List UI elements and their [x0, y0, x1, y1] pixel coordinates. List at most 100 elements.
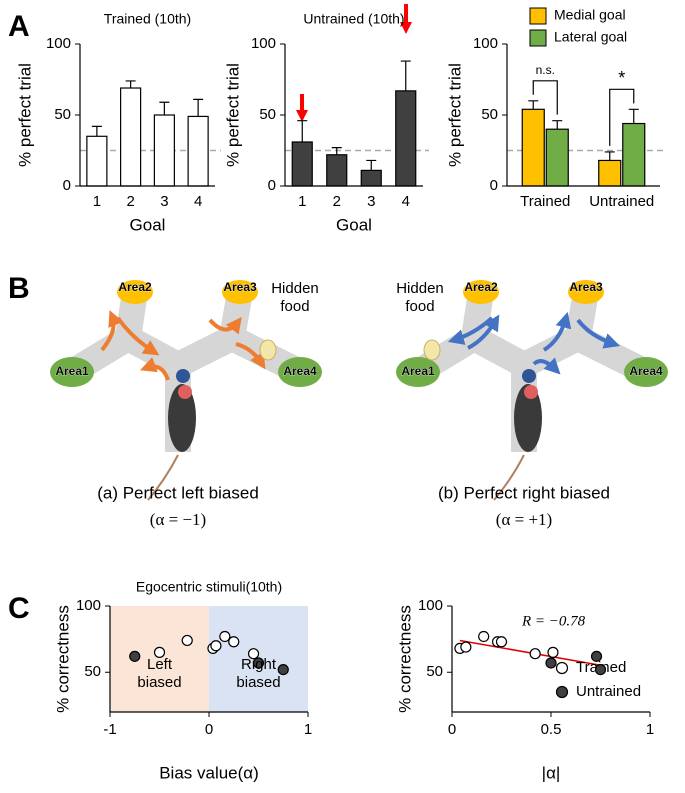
x-tick-label: 0 — [448, 721, 456, 738]
direction-arrow — [467, 314, 500, 350]
significance-label: * — [618, 68, 625, 88]
x-tick-label: 3 — [367, 193, 375, 210]
point — [460, 641, 472, 653]
bar — [153, 114, 175, 187]
bar — [622, 122, 646, 187]
goal-area — [117, 280, 153, 304]
mouse-body — [514, 384, 542, 452]
x-tick-label: 2 — [333, 193, 341, 210]
map-caption: (b) Perfect right biased — [438, 483, 610, 502]
direction-arrow — [100, 310, 124, 352]
direction-arrow — [542, 311, 572, 352]
direction-arrow — [532, 357, 561, 375]
map-alpha: (α = −1) — [150, 510, 206, 529]
significance-bracket — [609, 88, 635, 146]
y-tick-label: 50 — [54, 106, 71, 123]
error-bar — [552, 120, 563, 130]
error-bar — [366, 159, 377, 171]
y-tick-label: 100 — [251, 35, 276, 52]
hidden-food — [423, 339, 441, 361]
goal-area — [50, 357, 94, 387]
area-label: Area1 — [401, 364, 435, 378]
y-tick-label: 50 — [259, 106, 276, 123]
point — [277, 663, 289, 676]
y-tick-label: 0 — [268, 177, 276, 194]
goal-area — [463, 280, 499, 304]
x-axis-label: Goal — [130, 215, 166, 234]
legend-marker — [555, 685, 569, 699]
y-tick-label: 50 — [481, 106, 498, 123]
panel-label: B — [8, 272, 30, 305]
goal-area — [624, 357, 668, 387]
goal-area — [396, 357, 440, 387]
bar — [598, 159, 622, 187]
x-tick-label: Untrained — [589, 193, 654, 210]
y-tick-label: 100 — [76, 597, 101, 614]
y-tick-label: 0 — [63, 177, 71, 194]
bar — [291, 141, 313, 187]
hidden-food — [259, 339, 277, 361]
legend-label: Lateral goal — [554, 29, 627, 45]
error-bar — [331, 147, 342, 155]
area-label: Area3 — [569, 280, 603, 294]
legend-swatch — [529, 7, 547, 25]
food-label: Hidden food — [271, 280, 319, 315]
significance-label: n.s. — [536, 63, 555, 77]
point — [181, 634, 193, 647]
map-caption: (a) Perfect left biased — [97, 483, 259, 502]
legend-swatch — [529, 29, 547, 47]
x-tick-label: 0 — [205, 721, 213, 738]
bar — [120, 87, 142, 187]
y-axis-label: % correctness — [53, 605, 72, 713]
error-bar — [159, 101, 170, 115]
x-axis-label: |α| — [542, 763, 561, 782]
point — [219, 630, 231, 643]
direction-arrow — [140, 357, 170, 381]
bar — [360, 169, 382, 187]
error-bar — [91, 125, 102, 137]
y-axis-label: % correctness — [395, 605, 414, 713]
x-tick-label: 4 — [402, 193, 410, 210]
mouse-tail — [493, 454, 525, 501]
x-tick-label: Trained — [520, 193, 570, 210]
x-tick-label: 0.5 — [541, 721, 562, 738]
direction-arrow — [576, 318, 621, 349]
chart-title: Untrained (10th) — [303, 11, 404, 27]
mouse-led-blue — [522, 369, 536, 383]
significance-bracket — [532, 80, 558, 115]
error-bar — [125, 80, 136, 89]
error-bar — [604, 151, 615, 161]
area-label: Area2 — [118, 280, 152, 294]
goal-area — [278, 357, 322, 387]
x-tick-label: 1 — [93, 193, 101, 210]
maze-track — [411, 289, 652, 452]
point — [210, 640, 222, 652]
direction-arrow — [235, 342, 266, 370]
x-tick-label: 3 — [160, 193, 168, 210]
y-tick-label: 50 — [426, 663, 443, 680]
point — [529, 648, 541, 660]
y-tick-label: 100 — [46, 35, 71, 52]
x-axis-label: Bias value(α) — [159, 763, 259, 782]
area-label: Area4 — [629, 364, 663, 378]
map-alpha: (α = +1) — [496, 510, 552, 529]
error-bar — [297, 120, 308, 142]
x-tick-label: 1 — [298, 193, 306, 210]
mouse-body — [168, 384, 196, 452]
y-axis-label: % perfect trial — [15, 63, 34, 167]
bar — [86, 135, 108, 187]
error-bar — [528, 100, 539, 110]
point — [590, 650, 603, 662]
y-tick-label: 100 — [473, 35, 498, 52]
area-label: Area1 — [55, 364, 89, 378]
bar — [326, 154, 348, 187]
point — [252, 657, 265, 669]
mouse-tail — [147, 454, 179, 501]
mouse-led-red — [524, 385, 538, 399]
point — [247, 648, 260, 660]
legend-label: Medial goal — [554, 7, 626, 23]
y-axis-label: % perfect trial — [223, 63, 242, 167]
area-label: Area3 — [223, 280, 257, 294]
